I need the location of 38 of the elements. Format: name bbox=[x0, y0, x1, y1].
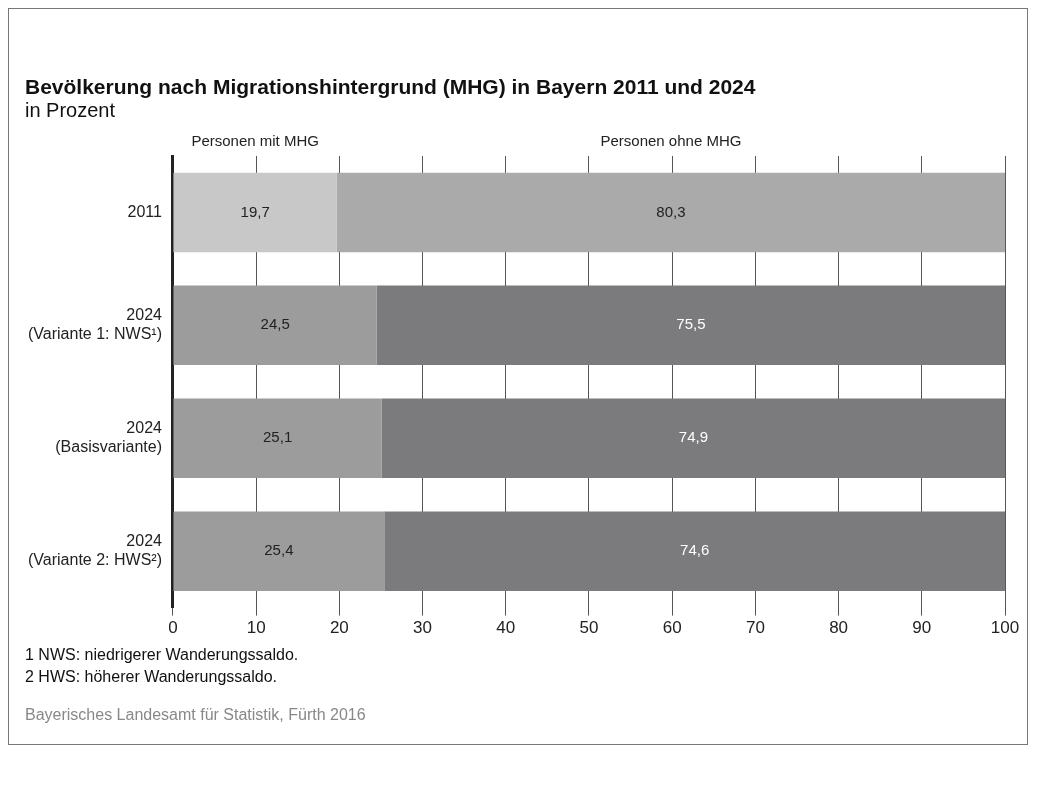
data-label: 80,3 bbox=[656, 202, 686, 220]
data-label: 25,4 bbox=[264, 541, 294, 559]
x-tick-label: 100 bbox=[990, 618, 1020, 638]
x-tick-label: 70 bbox=[745, 618, 765, 638]
text: 2 HWS: höherer Wanderungssaldo. bbox=[25, 668, 278, 686]
data-label: 74,6 bbox=[680, 541, 710, 559]
y-tick-label: 2024 (Variante 1: NWS¹) bbox=[28, 306, 163, 343]
bar bbox=[381, 398, 1005, 478]
bar bbox=[384, 511, 1005, 591]
text: 1 NWS: niedrigerer Wanderungssaldo. bbox=[25, 646, 300, 664]
chart-title: Bevölkerung nach Migrationshintergrund (MHG) in Bayern 2011 und 2024 bbox=[25, 75, 757, 99]
y-tick-label: 2011 bbox=[127, 202, 163, 220]
x-tick-label: 40 bbox=[496, 618, 516, 638]
x-tick-label: 80 bbox=[829, 618, 849, 638]
series-label: Personen ohne MHG bbox=[600, 132, 742, 150]
chart-subtitle: in Prozent bbox=[25, 99, 117, 122]
bar bbox=[173, 172, 337, 253]
data-label: 24,5 bbox=[260, 315, 290, 333]
data-label: 74,9 bbox=[678, 428, 708, 446]
y-tick-label: 2024 (Basisvariante) bbox=[55, 419, 163, 456]
data-label: 75,5 bbox=[676, 315, 706, 333]
x-tick-label: 0 bbox=[168, 618, 178, 638]
text: Bayerisches Landesamt für Statistik, Fürth 2016 bbox=[25, 706, 367, 724]
data-label: 19,7 bbox=[240, 202, 270, 220]
series-label: Personen mit MHG bbox=[191, 132, 319, 150]
x-tick-label: 50 bbox=[579, 618, 599, 638]
bar bbox=[173, 285, 377, 366]
x-tick-label: 10 bbox=[246, 618, 266, 638]
bar bbox=[173, 398, 382, 478]
data-label: 25,1 bbox=[263, 428, 293, 446]
x-tick-label: 90 bbox=[912, 618, 932, 638]
bar bbox=[376, 285, 1005, 366]
x-tick-label: 60 bbox=[662, 618, 682, 638]
y-tick-label: 2024 (Variante 2: HWS²) bbox=[28, 531, 163, 569]
bar bbox=[173, 511, 385, 591]
bar bbox=[336, 172, 1005, 253]
x-tick-label: 30 bbox=[413, 618, 433, 638]
x-tick-label: 20 bbox=[329, 618, 349, 638]
